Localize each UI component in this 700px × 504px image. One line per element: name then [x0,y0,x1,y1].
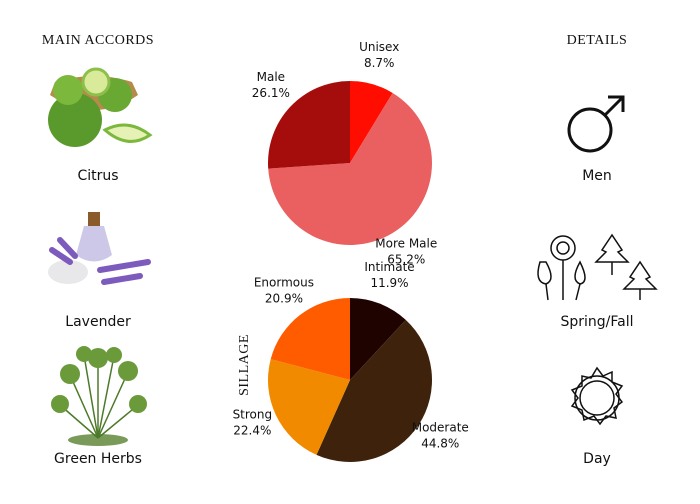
detail-label: Men [582,168,612,184]
accord-label: Citrus [77,168,118,184]
section-title: MAIN ACCORDS [42,33,154,48]
green-herbs-image [51,346,147,446]
slice-label: Unisex [359,40,399,54]
pie-slice [270,298,350,380]
detail-label: Day [583,451,611,467]
spring-fall-icon [537,233,658,301]
slice-value: 26.1% [252,86,290,100]
accord-label: Lavender [65,314,131,330]
slice-label: More Male [375,236,437,250]
pie-slice [316,319,432,462]
pie-slice [268,92,432,245]
lavender-image [48,212,151,285]
slice-label: Strong [233,408,273,422]
detail-label: Spring/Fall [560,314,633,330]
pie-slice [268,81,350,169]
section-title: DETAILS [567,33,628,48]
slice-value: 65.2% [387,252,425,266]
slice-value: 8.7% [364,56,395,70]
citrus-image [48,67,153,147]
slice-label: Male [257,70,285,84]
slice-label: Enormous [254,275,314,289]
day-icon [570,366,624,426]
slice-value: 22.4% [233,424,271,438]
men-icon [567,95,625,153]
slice-label: Intimate [364,260,414,274]
y-axis-label: SILLAGE [237,334,252,396]
slice-value: 20.9% [265,291,303,305]
slice-value: 44.8% [421,437,459,451]
pie-slice [350,81,393,163]
slice-value: 11.9% [370,276,408,290]
slice-label: Moderate [412,421,469,435]
pie-slice [350,298,406,380]
pie-slice [268,359,350,455]
accord-label: Green Herbs [54,451,142,467]
